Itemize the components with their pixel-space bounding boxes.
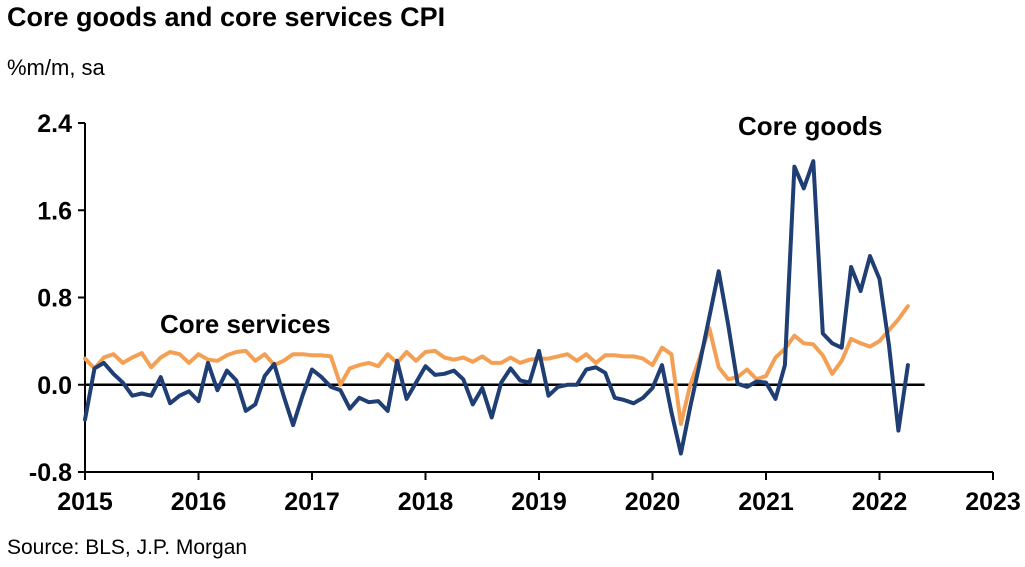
x-tick-label: 2017: [284, 488, 340, 516]
series-line-core-goods: [83, 159, 910, 456]
y-tick-label: 2.4: [37, 110, 72, 138]
x-tick-label: 2019: [511, 488, 567, 516]
x-tick-label: 2020: [625, 488, 681, 516]
series-label-core-services: Core services: [160, 309, 331, 339]
x-tick-label: 2021: [738, 488, 794, 516]
x-tick-label: 2022: [852, 488, 908, 516]
x-tick-label: 2016: [171, 488, 227, 516]
chart-labels: Core goods Core services: [160, 111, 882, 339]
x-tick-label: 2018: [398, 488, 454, 516]
x-tick-label: 2023: [965, 488, 1021, 516]
y-tick-label: 0.8: [37, 285, 72, 313]
chart-subtitle: %m/m, sa: [7, 55, 105, 80]
source-note: Source: BLS, J.P. Morgan: [7, 536, 248, 559]
chart-title: Core goods and core services CPI: [7, 2, 446, 32]
series-layer: [83, 159, 910, 456]
x-tick-label: 2015: [57, 488, 113, 516]
series-line-core-services: [83, 304, 910, 426]
y-tick-label: 1.6: [37, 197, 72, 225]
series-label-core-goods: Core goods: [738, 111, 882, 141]
y-tick-label: -0.8: [29, 459, 72, 487]
y-tick-label: 0.0: [37, 372, 72, 400]
